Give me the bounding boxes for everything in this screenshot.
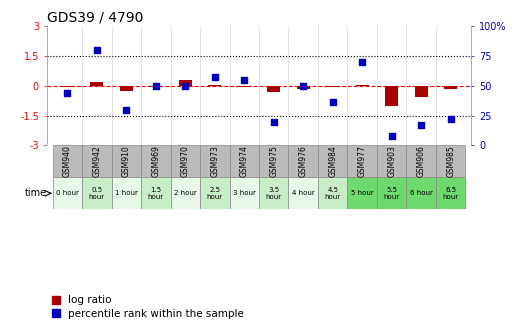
- Bar: [436, 177, 466, 209]
- Text: 6.5
hour: 6.5 hour: [443, 187, 459, 199]
- Text: 1.5
hour: 1.5 hour: [148, 187, 164, 199]
- Text: 0 hour: 0 hour: [56, 190, 79, 196]
- Point: [63, 90, 71, 95]
- Bar: [82, 177, 111, 209]
- Point: [122, 107, 131, 112]
- Bar: [267, 86, 280, 92]
- Bar: [200, 146, 229, 177]
- Text: GSM976: GSM976: [299, 146, 308, 177]
- Point: [387, 133, 396, 138]
- Bar: [348, 177, 377, 209]
- Legend: log ratio, percentile rank within the sample: log ratio, percentile rank within the sa…: [52, 295, 244, 318]
- Bar: [407, 177, 436, 209]
- Text: GSM973: GSM973: [210, 146, 219, 177]
- Text: GSM975: GSM975: [269, 146, 278, 177]
- Text: 4 hour: 4 hour: [292, 190, 314, 196]
- Point: [299, 83, 307, 88]
- Text: GSM910: GSM910: [122, 146, 131, 177]
- Bar: [141, 177, 170, 209]
- Bar: [61, 86, 74, 87]
- Text: GSM985: GSM985: [446, 146, 455, 177]
- Bar: [436, 146, 466, 177]
- Bar: [52, 177, 82, 209]
- Point: [93, 47, 101, 53]
- Point: [240, 77, 249, 82]
- Point: [358, 59, 366, 64]
- Text: 0.5
hour: 0.5 hour: [89, 187, 105, 199]
- Text: 3 hour: 3 hour: [233, 190, 256, 196]
- Text: GSM969: GSM969: [151, 146, 160, 177]
- Bar: [52, 146, 82, 177]
- Text: GSM970: GSM970: [181, 146, 190, 177]
- Text: GSM974: GSM974: [240, 146, 249, 177]
- Text: GSM984: GSM984: [328, 146, 337, 177]
- Bar: [238, 86, 251, 87]
- Bar: [200, 177, 229, 209]
- Bar: [414, 86, 428, 97]
- Bar: [259, 146, 289, 177]
- Text: 2.5
hour: 2.5 hour: [207, 187, 223, 199]
- Bar: [229, 146, 259, 177]
- Bar: [377, 146, 407, 177]
- Bar: [82, 146, 111, 177]
- Text: GSM977: GSM977: [358, 146, 367, 177]
- Text: time: time: [25, 188, 47, 198]
- Bar: [444, 86, 457, 89]
- Bar: [326, 86, 339, 87]
- Text: 6 hour: 6 hour: [410, 190, 433, 196]
- Bar: [90, 82, 104, 86]
- Text: 3.5
hour: 3.5 hour: [266, 187, 282, 199]
- Point: [269, 119, 278, 124]
- Bar: [318, 177, 348, 209]
- Bar: [170, 146, 200, 177]
- Bar: [141, 146, 170, 177]
- Bar: [289, 177, 318, 209]
- Point: [211, 75, 219, 80]
- Bar: [149, 86, 163, 87]
- Bar: [170, 177, 200, 209]
- Text: GSM940: GSM940: [63, 146, 72, 177]
- Text: GSM906: GSM906: [417, 146, 426, 177]
- Bar: [208, 85, 221, 86]
- Text: 5 hour: 5 hour: [351, 190, 373, 196]
- Point: [152, 83, 160, 88]
- Point: [328, 100, 337, 105]
- Bar: [229, 177, 259, 209]
- Text: GSM903: GSM903: [387, 146, 396, 177]
- Text: GSM942: GSM942: [92, 146, 101, 177]
- Bar: [407, 146, 436, 177]
- Text: 1 hour: 1 hour: [115, 190, 138, 196]
- Bar: [289, 146, 318, 177]
- Bar: [111, 146, 141, 177]
- Bar: [377, 177, 407, 209]
- Bar: [385, 86, 398, 106]
- Point: [417, 123, 425, 128]
- Point: [447, 116, 455, 122]
- Bar: [318, 146, 348, 177]
- Bar: [348, 146, 377, 177]
- Bar: [355, 85, 369, 86]
- Point: [181, 83, 190, 88]
- Text: 5.5
hour: 5.5 hour: [384, 187, 400, 199]
- Bar: [120, 86, 133, 91]
- Bar: [179, 80, 192, 86]
- Text: 4.5
hour: 4.5 hour: [325, 187, 341, 199]
- Bar: [297, 86, 310, 89]
- Text: GDS39 / 4790: GDS39 / 4790: [47, 11, 143, 25]
- Bar: [111, 177, 141, 209]
- Bar: [259, 177, 289, 209]
- Text: 2 hour: 2 hour: [174, 190, 197, 196]
